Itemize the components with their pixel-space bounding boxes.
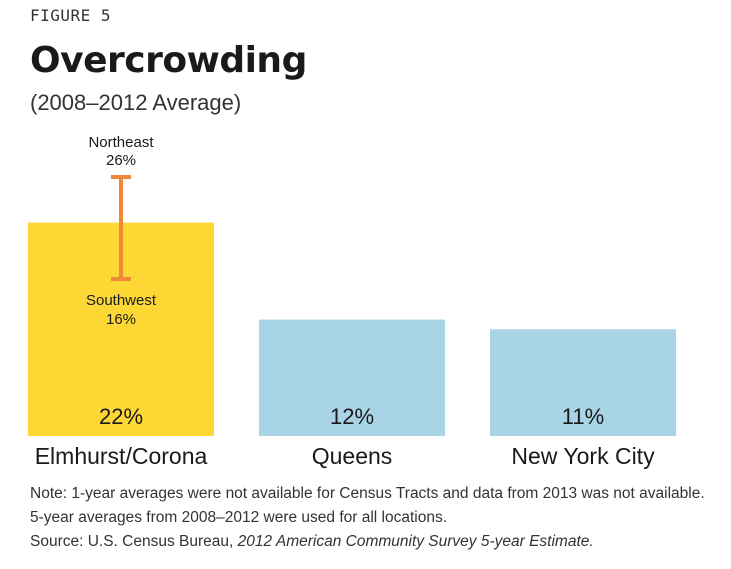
value-label-new-york-city: 11% (562, 404, 604, 429)
bar-new-york-city (490, 329, 676, 436)
source-prefix: Source: U.S. Census Bureau, (30, 533, 238, 550)
source-title: 2012 American Community Survey 5-year Es… (237, 533, 594, 550)
range-low-value: 16% (106, 311, 136, 328)
category-label-elmhurst-corona: Elmhurst/Corona (35, 443, 208, 469)
range-high-value: 26% (106, 152, 136, 169)
category-label-new-york-city: New York City (511, 443, 655, 469)
chart-notes: Note: 1-year averages were not available… (30, 482, 720, 554)
range-high-label: Northeast (88, 134, 154, 151)
chart-title: Overcrowding (30, 40, 307, 81)
chart-subtitle: (2008–2012 Average) (30, 90, 242, 115)
value-label-queens: 12% (330, 404, 374, 429)
figure-label: FIGURE 5 (30, 6, 112, 25)
value-label-elmhurst-corona: 22% (99, 404, 143, 429)
bar-queens (259, 319, 445, 436)
category-label-queens: Queens (312, 443, 393, 469)
bar-chart: 22% Elmhurst/Corona 12% Queens 11% New York C… (28, 134, 676, 469)
range-low-label: Southwest (86, 292, 157, 309)
note-text: Note: 1-year averages were not available… (30, 485, 705, 526)
bars-group: 22% Elmhurst/Corona 12% Queens 11% New York C… (28, 222, 676, 469)
